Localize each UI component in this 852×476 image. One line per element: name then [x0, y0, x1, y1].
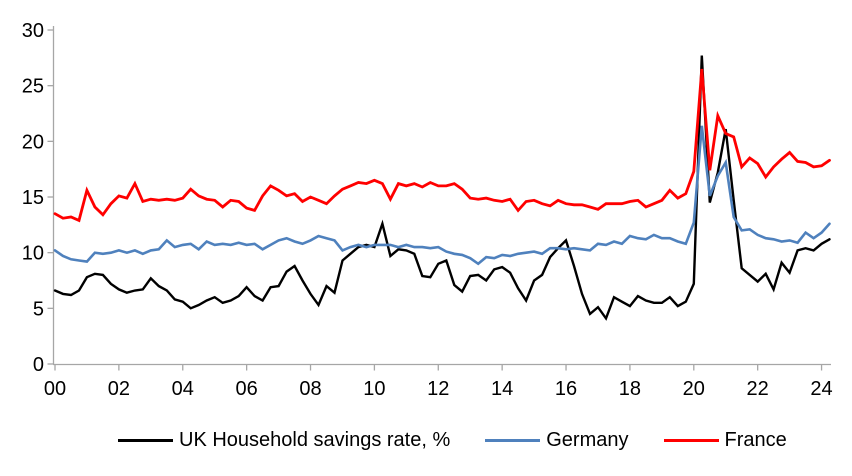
germany-line	[53, 125, 831, 266]
x-axis-label: 16	[555, 378, 577, 400]
y-axis-label: 30	[22, 20, 44, 42]
france-legend-label: France	[724, 429, 787, 451]
x-axis-label: 00	[44, 378, 66, 400]
germany-line-swatch	[485, 438, 541, 442]
uk-legend-label: UK Household savings rate, %	[179, 429, 451, 451]
x-axis-label: 10	[363, 378, 385, 400]
y-axis-label: 15	[22, 187, 44, 209]
y-axis-label: 20	[22, 131, 44, 153]
x-axis-label: 14	[491, 378, 513, 400]
legend-item-uk: UK Household savings rate, %	[118, 429, 450, 451]
x-axis-label: 18	[619, 378, 641, 400]
x-axis-label: 24	[810, 378, 832, 400]
x-axis-label: 02	[108, 378, 130, 400]
x-axis-label: 20	[683, 378, 705, 400]
x-axis-label: 12	[427, 378, 449, 400]
chart-legend: UK Household savings rate, % Germany Fra…	[118, 429, 787, 451]
x-axis-label: 04	[172, 378, 194, 400]
y-axis-label: 25	[22, 76, 44, 98]
x-axis-label: 22	[747, 378, 769, 400]
germany-legend-label: Germany	[546, 429, 629, 451]
france-line-swatch	[663, 438, 719, 442]
legend-item-france: France	[663, 429, 787, 451]
x-axis-label: 08	[299, 378, 321, 400]
legend-item-germany: Germany	[485, 429, 629, 451]
y-axis-label: 0	[33, 354, 44, 376]
x-axis-label: 06	[236, 378, 258, 400]
uk-line-swatch	[118, 438, 173, 442]
y-axis-label: 10	[22, 243, 44, 265]
france-line	[53, 68, 831, 223]
y-axis-label: 5	[33, 298, 44, 320]
